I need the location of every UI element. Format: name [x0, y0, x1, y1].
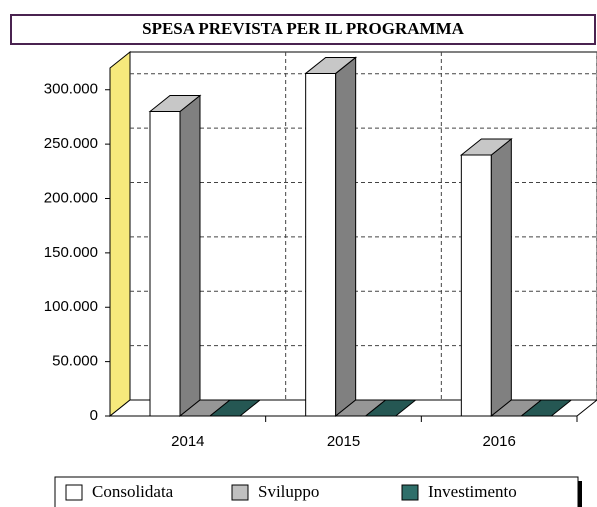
x-tick-label: 2015 — [327, 433, 360, 450]
bar-front — [305, 72, 337, 417]
y-tick-label: 250.000 — [44, 135, 98, 152]
y-tick-label: 0 — [90, 407, 98, 424]
bar-top — [364, 399, 418, 417]
bar-top — [304, 56, 358, 74]
bar-top — [459, 138, 513, 156]
y-tick-label: 150.000 — [44, 244, 98, 261]
legend-label: Investimento — [428, 482, 517, 501]
bar-side — [179, 94, 201, 418]
bar-front — [460, 154, 492, 417]
bar-top — [519, 399, 573, 417]
title-box — [10, 14, 596, 45]
y-tick-label: 200.000 — [44, 189, 98, 206]
y-tick-label: 50.000 — [52, 353, 98, 370]
bar-top — [148, 95, 202, 112]
legend-swatch — [401, 484, 419, 501]
x-tick-label: 2016 — [482, 433, 515, 450]
y-tick-label: 300.000 — [44, 81, 98, 98]
legend-label: Sviluppo — [258, 482, 319, 501]
legend-shadow — [578, 481, 582, 507]
bar-front — [149, 111, 181, 417]
legend-swatch — [65, 484, 83, 501]
legend-label: Consolidata — [92, 482, 174, 501]
bar-side — [335, 56, 357, 418]
bar-side — [490, 137, 512, 418]
chart-title: SPESA PREVISTA PER IL PROGRAMMA — [142, 19, 465, 38]
y-tick-label: 100.000 — [44, 298, 98, 315]
bar-top — [208, 399, 262, 417]
legend-swatch — [231, 484, 249, 501]
side-wall — [109, 50, 131, 418]
x-tick-label: 2014 — [171, 433, 204, 450]
